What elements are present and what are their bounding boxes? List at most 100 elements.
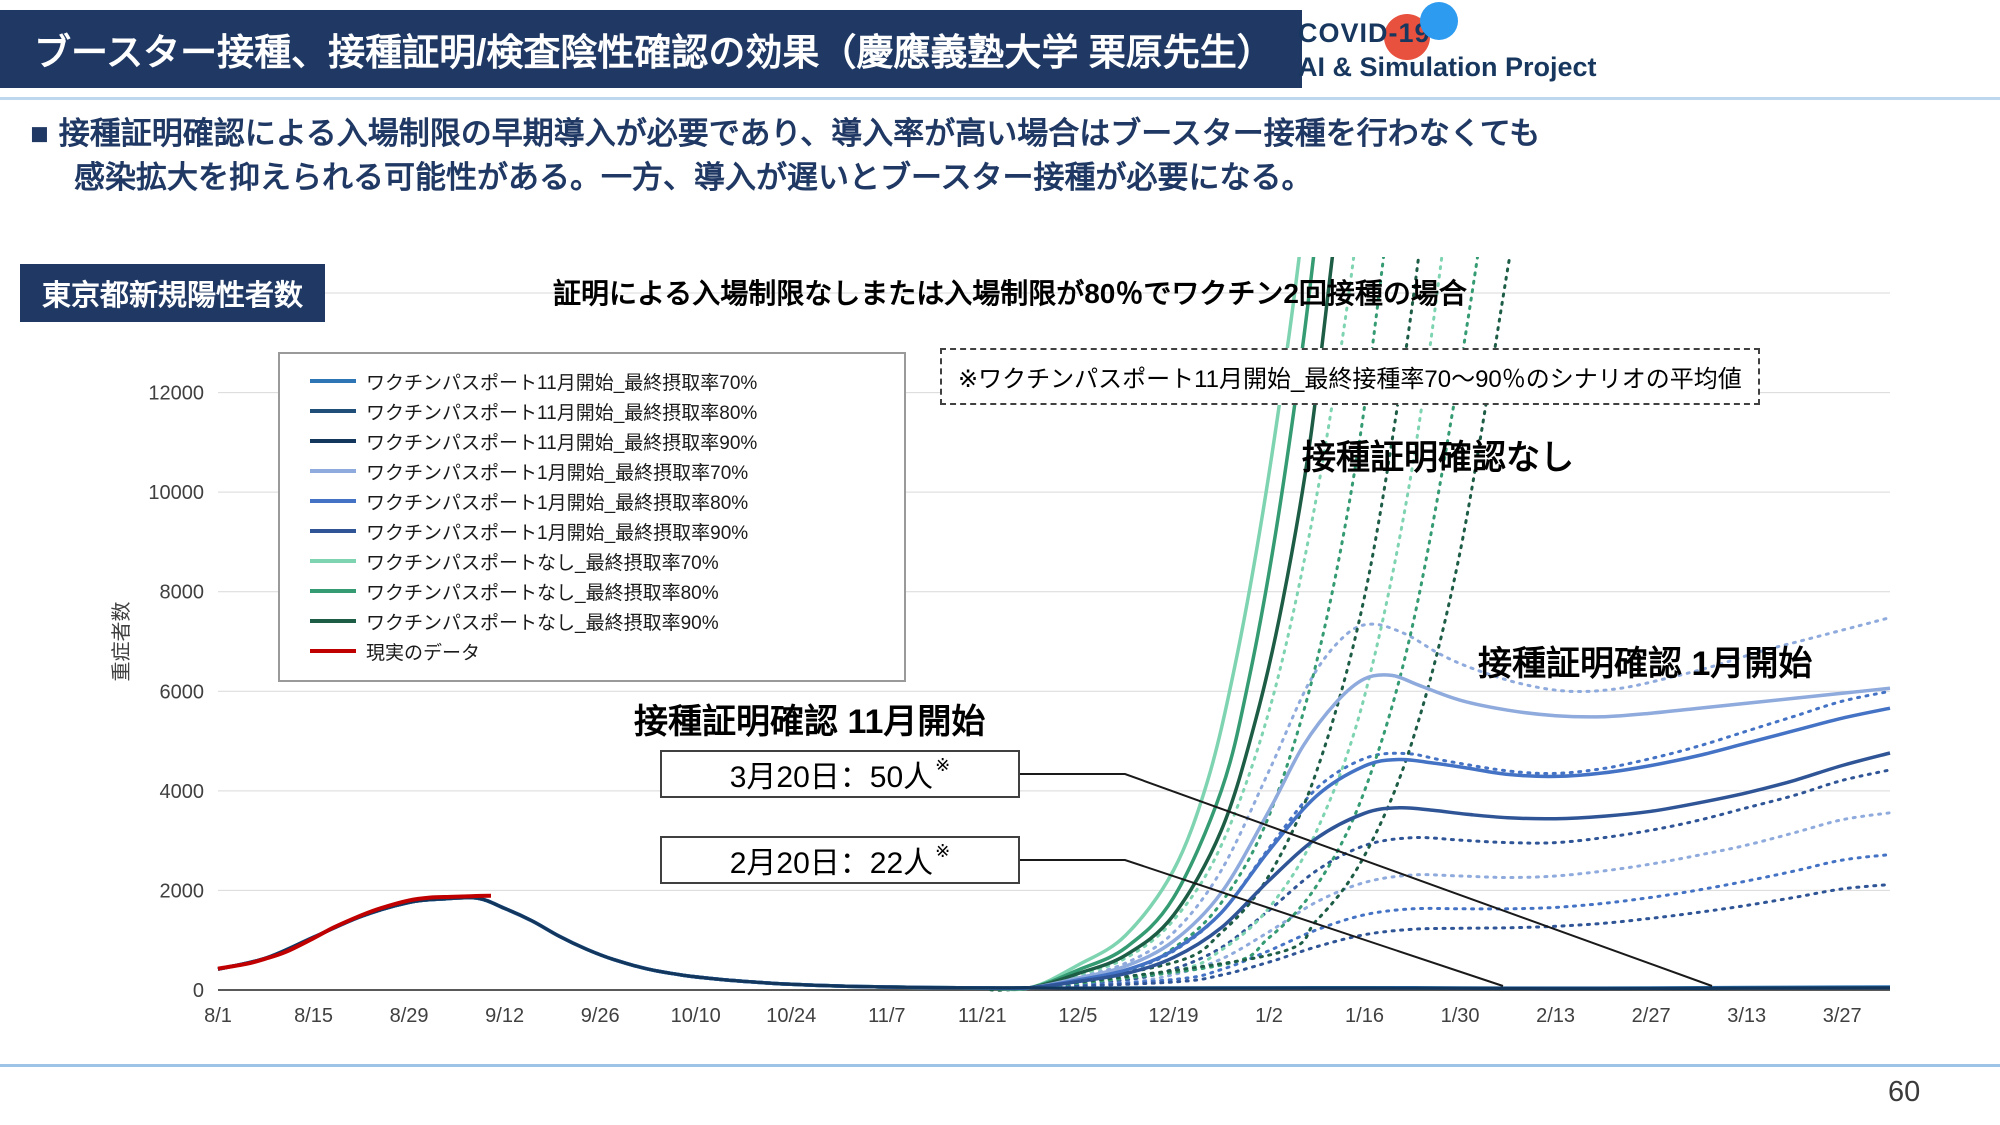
series-run-jan-80-a (980, 689, 1892, 990)
label-nov-start: 接種証明確認 11月開始 (634, 703, 986, 741)
series-vp-jan-70 (217, 673, 1891, 991)
legend-label: ワクチンパスポート1月開始_最終摂取率80% (366, 492, 749, 514)
legend-item: ワクチンパスポート1月開始_最終摂取率90% (280, 516, 904, 546)
callout-mar20-ref-mark: ※ (935, 754, 951, 775)
legend-item: ワクチンパスポートなし_最終摂取率70% (280, 546, 904, 576)
average-note: ※ワクチンパスポート11月開始_最終接種率70～90％のシナリオの平均値 (940, 348, 1760, 405)
label-jan-start: 接種証明確認 1月開始 (1478, 645, 1813, 683)
x-tick-label: 12/5 (1058, 1005, 1097, 1027)
legend-swatch (310, 379, 356, 383)
logo-text-project: AI & Simulation Project (1298, 52, 1597, 82)
bullet-line1: ■ 接種証明確認による入場制限の早期導入が必要であり、導入率が高い場合はブースター… (30, 112, 1630, 156)
series-run-jan-80-b (980, 853, 1892, 990)
legend-label: ワクチンパスポート11月開始_最終摂取率80% (366, 402, 758, 424)
legend-swatch (310, 529, 356, 533)
y-tick-label: 0 (193, 980, 204, 1002)
x-tick-label: 8/29 (390, 1005, 429, 1027)
legend-label: 現実のデータ (366, 642, 481, 664)
series-run-none-80-a (980, 257, 1386, 991)
series-run-none-90-a (980, 257, 1421, 992)
x-tick-label: 9/26 (581, 1005, 620, 1027)
chart-legend: ワクチンパスポート11月開始_最終摂取率70% ワクチンパスポート11月開始_最終… (278, 352, 906, 682)
legend-swatch (310, 439, 356, 443)
bullet-line1-text: 接種証明確認による入場制限の早期導入が必要であり、導入率が高い場合はブースター接… (58, 116, 1541, 151)
series-vp-jan-90 (217, 751, 1891, 990)
x-tick-label: 2/13 (1536, 1005, 1575, 1027)
y-tick-label: 2000 (160, 880, 205, 902)
legend-item: ワクチンパスポート1月開始_最終摂取率80% (280, 486, 904, 516)
summary-bullet: ■ 接種証明確認による入場制限の早期導入が必要であり、導入率が高い場合はブースター… (30, 112, 1630, 200)
logo-blue-circle-icon (1420, 2, 1458, 40)
series-vp-nov-90 (217, 895, 1891, 991)
legend-item: ワクチンパスポートなし_最終摂取率90% (280, 606, 904, 636)
legend-swatch (310, 619, 356, 623)
series-vp-nov-70 (217, 895, 1891, 990)
x-tick-label: 10/10 (671, 1005, 721, 1027)
series-run-jan-70-b (980, 811, 1892, 990)
legend-item: ワクチンパスポート11月開始_最終摂取率90% (280, 426, 904, 456)
legend-item: ワクチンパスポートなし_最終摂取率80% (280, 576, 904, 606)
label-no-certification: 接種証明確認なし (1302, 439, 1574, 477)
y-tick-label: 4000 (160, 781, 205, 803)
page-number: 60 (1888, 1076, 1921, 1108)
x-tick-label: 11/7 (868, 1005, 905, 1027)
legend-swatch (310, 499, 356, 503)
x-tick-label: 2/27 (1632, 1005, 1671, 1027)
x-tick-label: 12/19 (1148, 1005, 1198, 1027)
legend-item: ワクチンパスポート11月開始_最終摂取率80% (280, 396, 904, 426)
callout-line (1020, 773, 1713, 987)
legend-label: ワクチンパスポートなし_最終摂取率90% (366, 612, 719, 634)
legend-label: ワクチンパスポート1月開始_最終摂取率90% (366, 522, 749, 544)
title-bar: ブースター接種、接種証明/検査陰性確認の効果（慶應義塾大学 栗原先生） (0, 10, 1302, 88)
series-real-data (217, 893, 492, 971)
page-title: ブースター接種、接種証明/検査陰性確認の効果（慶應義塾大学 栗原先生） (34, 32, 1274, 73)
x-tick-label: 1/16 (1345, 1005, 1384, 1027)
x-tick-label: 10/24 (766, 1005, 816, 1027)
legend-swatch (310, 469, 356, 473)
legend-swatch (310, 559, 356, 563)
legend-item: ワクチンパスポート11月開始_最終摂取率70% (280, 366, 904, 396)
callout-mar20-box: 3月20日：50人 ※ (660, 750, 1020, 798)
legend-label: ワクチンパスポート11月開始_最終摂取率90% (366, 432, 758, 454)
header-divider (0, 97, 2000, 100)
y-tick-label: 8000 (160, 582, 205, 604)
legend-label: ワクチンパスポートなし_最終摂取率80% (366, 582, 719, 604)
chart-badge: 東京都新規陽性者数 (20, 264, 326, 322)
legend-swatch (310, 649, 356, 653)
bullet-marker-icon: ■ (30, 116, 49, 151)
legend-item: 現実のデータ (280, 636, 904, 666)
series-vp-nov-80 (217, 895, 1891, 990)
series-run-none-80-b (980, 257, 1480, 991)
legend-label: ワクチンパスポート11月開始_最終摂取率70% (366, 372, 758, 394)
callout-mar20-text: 3月20日：50人 (729, 761, 934, 794)
x-tick-label: 1/30 (1441, 1005, 1480, 1027)
y-tick-label: 6000 (160, 681, 205, 703)
series-vp-jan-80 (217, 706, 1891, 991)
series-run-jan-90-b (980, 883, 1892, 990)
logo-text-covid19: COVID-19 (1298, 18, 1431, 48)
x-tick-label: 11/21 (958, 1005, 1007, 1027)
x-tick-label: 8/15 (294, 1005, 333, 1027)
y-tick-label: 10000 (148, 482, 204, 504)
x-tick-label: 3/27 (1823, 1005, 1862, 1027)
legend-label: ワクチンパスポートなし_最終摂取率70% (366, 552, 719, 574)
callout-feb20-ref-mark: ※ (935, 840, 951, 861)
chart-heading: 証明による入場制限なしまたは入場制限が80％でワクチン2回接種の場合 (553, 278, 1467, 309)
callout-feb20-text: 2月20日：22人 (729, 847, 934, 880)
bullet-line2: 感染拡大を抑えられる可能性がある。一方、導入が遅いとブースター接種が必要になる。 (74, 160, 1313, 196)
y-axis-title: 重症者数 (110, 602, 133, 682)
x-tick-label: 1/2 (1255, 1005, 1283, 1027)
series-run-none-90-b (980, 257, 1512, 992)
series-run-jan-90-a (980, 768, 1892, 990)
footer-divider (0, 1064, 2000, 1067)
legend-label: ワクチンパスポート1月開始_最終摂取率70% (366, 462, 749, 484)
legend-item: ワクチンパスポート1月開始_最終摂取率70% (280, 456, 904, 486)
legend-swatch (310, 589, 356, 593)
x-tick-label: 8/1 (204, 1005, 232, 1027)
legend-swatch (310, 409, 356, 413)
y-tick-label: 12000 (148, 383, 204, 405)
x-tick-label: 9/12 (485, 1005, 524, 1027)
callout-feb20-box: 2月20日：22人 ※ (660, 836, 1020, 884)
project-logo: COVID-19 AI & Simulation Project (1298, 2, 1758, 96)
